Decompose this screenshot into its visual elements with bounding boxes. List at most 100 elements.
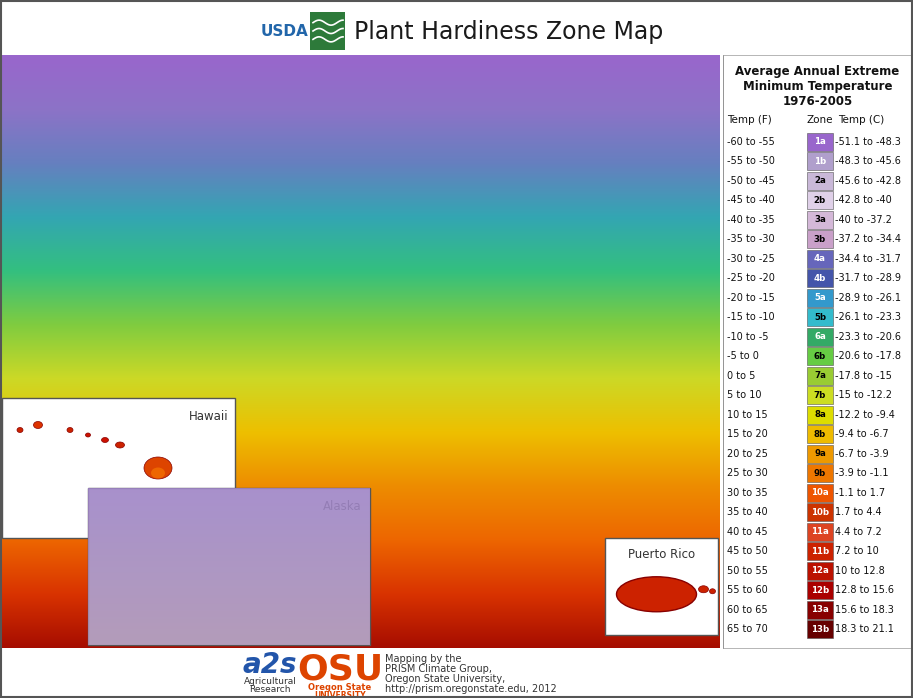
- Bar: [807, 191, 833, 209]
- Text: -26.1 to -23.3: -26.1 to -23.3: [835, 312, 901, 322]
- Bar: [807, 562, 833, 580]
- Text: 11a: 11a: [811, 527, 829, 536]
- Text: 40 to 45: 40 to 45: [727, 527, 768, 537]
- Text: OSU: OSU: [297, 653, 383, 687]
- Text: Minimum Temperature: Minimum Temperature: [743, 80, 892, 93]
- Text: Alaska: Alaska: [323, 500, 362, 513]
- Text: 65 to 70: 65 to 70: [727, 624, 768, 634]
- Text: -23.3 to -20.6: -23.3 to -20.6: [835, 332, 901, 342]
- Text: Temp (C): Temp (C): [838, 115, 885, 125]
- Text: http://prism.oregonstate.edu, 2012: http://prism.oregonstate.edu, 2012: [385, 684, 557, 694]
- Bar: [310, 12, 345, 50]
- Text: Oregon State: Oregon State: [309, 683, 372, 692]
- Text: 5 to 10: 5 to 10: [727, 390, 761, 400]
- Text: -25 to -20: -25 to -20: [727, 273, 775, 283]
- Text: 10a: 10a: [811, 488, 829, 497]
- Text: 8b: 8b: [813, 430, 826, 439]
- Text: -15 to -10: -15 to -10: [727, 312, 774, 322]
- Text: Mapping by the: Mapping by the: [385, 654, 461, 664]
- Text: USDA: USDA: [260, 24, 308, 40]
- Bar: [0, 648, 723, 698]
- Text: Agricultural: Agricultural: [244, 678, 297, 687]
- Text: Hawaii: Hawaii: [189, 410, 229, 423]
- Bar: [807, 464, 833, 482]
- Text: -34.4 to -31.7: -34.4 to -31.7: [835, 254, 901, 264]
- Ellipse shape: [709, 588, 716, 594]
- Bar: [807, 152, 833, 170]
- Text: 60 to 65: 60 to 65: [727, 604, 768, 615]
- Text: 7b: 7b: [813, 391, 826, 400]
- Ellipse shape: [116, 442, 124, 448]
- Text: 15 to 20: 15 to 20: [727, 429, 768, 439]
- Text: 4.4 to 7.2: 4.4 to 7.2: [835, 527, 882, 537]
- Text: 3b: 3b: [813, 235, 826, 244]
- Bar: [88, 488, 370, 645]
- Text: 13a: 13a: [811, 605, 829, 614]
- Text: 10 to 12.8: 10 to 12.8: [835, 566, 885, 576]
- Text: 2b: 2b: [813, 195, 826, 205]
- Text: -12.2 to -9.4: -12.2 to -9.4: [835, 410, 895, 419]
- Text: PRISM Climate Group,: PRISM Climate Group,: [385, 664, 492, 674]
- Text: -20 to -15: -20 to -15: [727, 292, 775, 303]
- Text: -48.3 to -45.6: -48.3 to -45.6: [835, 156, 901, 166]
- Bar: [807, 601, 833, 618]
- Text: -35 to -30: -35 to -30: [727, 235, 774, 244]
- Bar: [807, 133, 833, 151]
- Ellipse shape: [86, 433, 90, 437]
- Text: 5a: 5a: [814, 293, 826, 302]
- Text: Plant Hardiness Zone Map: Plant Hardiness Zone Map: [354, 20, 663, 44]
- Ellipse shape: [144, 457, 172, 479]
- Ellipse shape: [34, 422, 43, 429]
- Bar: [807, 425, 833, 443]
- Text: 9a: 9a: [814, 450, 826, 459]
- Bar: [807, 211, 833, 229]
- Bar: [807, 542, 833, 560]
- Text: -20.6 to -17.8: -20.6 to -17.8: [835, 351, 901, 362]
- Text: 7a: 7a: [814, 371, 826, 380]
- Text: 10b: 10b: [811, 507, 829, 517]
- Text: 1b: 1b: [813, 157, 826, 165]
- Text: 1.7 to 4.4: 1.7 to 4.4: [835, 507, 882, 517]
- Text: -10 to -5: -10 to -5: [727, 332, 769, 342]
- Text: 4b: 4b: [813, 274, 826, 283]
- Text: -3.9 to -1.1: -3.9 to -1.1: [835, 468, 888, 478]
- Text: 2a: 2a: [814, 177, 826, 185]
- Text: Puerto Rico: Puerto Rico: [628, 548, 695, 561]
- Text: 55 to 60: 55 to 60: [727, 585, 768, 595]
- Text: 50 to 55: 50 to 55: [727, 566, 768, 576]
- Bar: [807, 366, 833, 385]
- Text: UNIVERSITY: UNIVERSITY: [314, 690, 366, 698]
- Text: 12a: 12a: [811, 566, 829, 575]
- Bar: [807, 309, 833, 326]
- Text: 10 to 15: 10 to 15: [727, 410, 768, 419]
- Text: 35 to 40: 35 to 40: [727, 507, 768, 517]
- Text: 20 to 25: 20 to 25: [727, 449, 768, 459]
- Text: -6.7 to -3.9: -6.7 to -3.9: [835, 449, 888, 459]
- Bar: [807, 269, 833, 288]
- Text: Oregon State University,: Oregon State University,: [385, 674, 505, 684]
- Text: -15 to -12.2: -15 to -12.2: [835, 390, 892, 400]
- Ellipse shape: [698, 586, 708, 593]
- Text: -50 to -45: -50 to -45: [727, 176, 775, 186]
- Bar: [807, 347, 833, 365]
- Text: 13b: 13b: [811, 625, 829, 634]
- Text: -30 to -25: -30 to -25: [727, 254, 775, 264]
- Bar: [807, 172, 833, 190]
- Text: 18.3 to 21.1: 18.3 to 21.1: [835, 624, 894, 634]
- Text: 15.6 to 18.3: 15.6 to 18.3: [835, 604, 894, 615]
- Text: Average Annual Extreme: Average Annual Extreme: [735, 65, 899, 78]
- Ellipse shape: [17, 427, 23, 433]
- Bar: [807, 386, 833, 404]
- Bar: [807, 523, 833, 541]
- Bar: [807, 581, 833, 600]
- Ellipse shape: [101, 438, 109, 443]
- Text: -40 to -35: -40 to -35: [727, 215, 774, 225]
- Text: 5b: 5b: [813, 313, 826, 322]
- Text: -1.1 to 1.7: -1.1 to 1.7: [835, 488, 885, 498]
- Text: 11b: 11b: [811, 547, 829, 556]
- Text: Temp (F): Temp (F): [727, 115, 771, 125]
- Text: 6a: 6a: [814, 332, 826, 341]
- Bar: [807, 406, 833, 424]
- Text: 7.2 to 10: 7.2 to 10: [835, 547, 878, 556]
- Text: 9b: 9b: [813, 469, 826, 477]
